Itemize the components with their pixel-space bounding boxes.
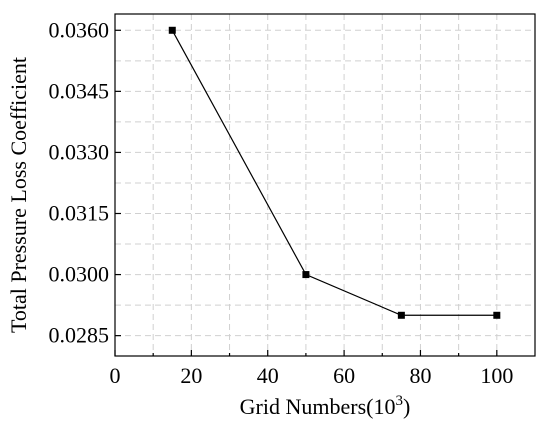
data-series [168,26,501,319]
x-tick-label: 60 [333,363,355,388]
y-tick-label: 0.0285 [49,323,110,348]
x-tick-label: 100 [480,363,513,388]
x-axis-label-suffix: ) [403,394,410,419]
y-axis-label: Total Pressure Loss Coefficient [6,57,31,333]
data-point-marker [397,311,405,319]
y-tick-label: 0.0360 [49,17,110,42]
data-point-marker [493,311,501,319]
y-tick-label: 0.0300 [49,262,110,287]
x-axis-label: Grid Numbers(103) [240,393,411,419]
x-tick-label: 40 [257,363,279,388]
x-axis-label-main: Grid Numbers(10 [240,394,396,419]
x-tick-label: 20 [180,363,202,388]
y-tick-label: 0.0345 [49,78,110,103]
y-tick-label: 0.0330 [49,139,110,164]
plot-frame [114,13,536,357]
x-tick-label: 0 [110,363,121,388]
data-point-marker [168,26,176,34]
x-axis-label-superscript: 3 [395,393,403,409]
y-tick-label: 0.0315 [49,201,110,226]
data-point-marker [302,271,310,279]
x-tick-label: 80 [409,363,431,388]
axis-ticks [114,29,498,356]
grid-lines [115,14,535,356]
series-line [171,29,497,316]
x-tick-labels: 0 20 40 60 80 100 [110,363,514,388]
y-tick-labels: 0.0285 0.0300 0.0315 0.0330 0.0345 0.0360 [49,17,110,347]
